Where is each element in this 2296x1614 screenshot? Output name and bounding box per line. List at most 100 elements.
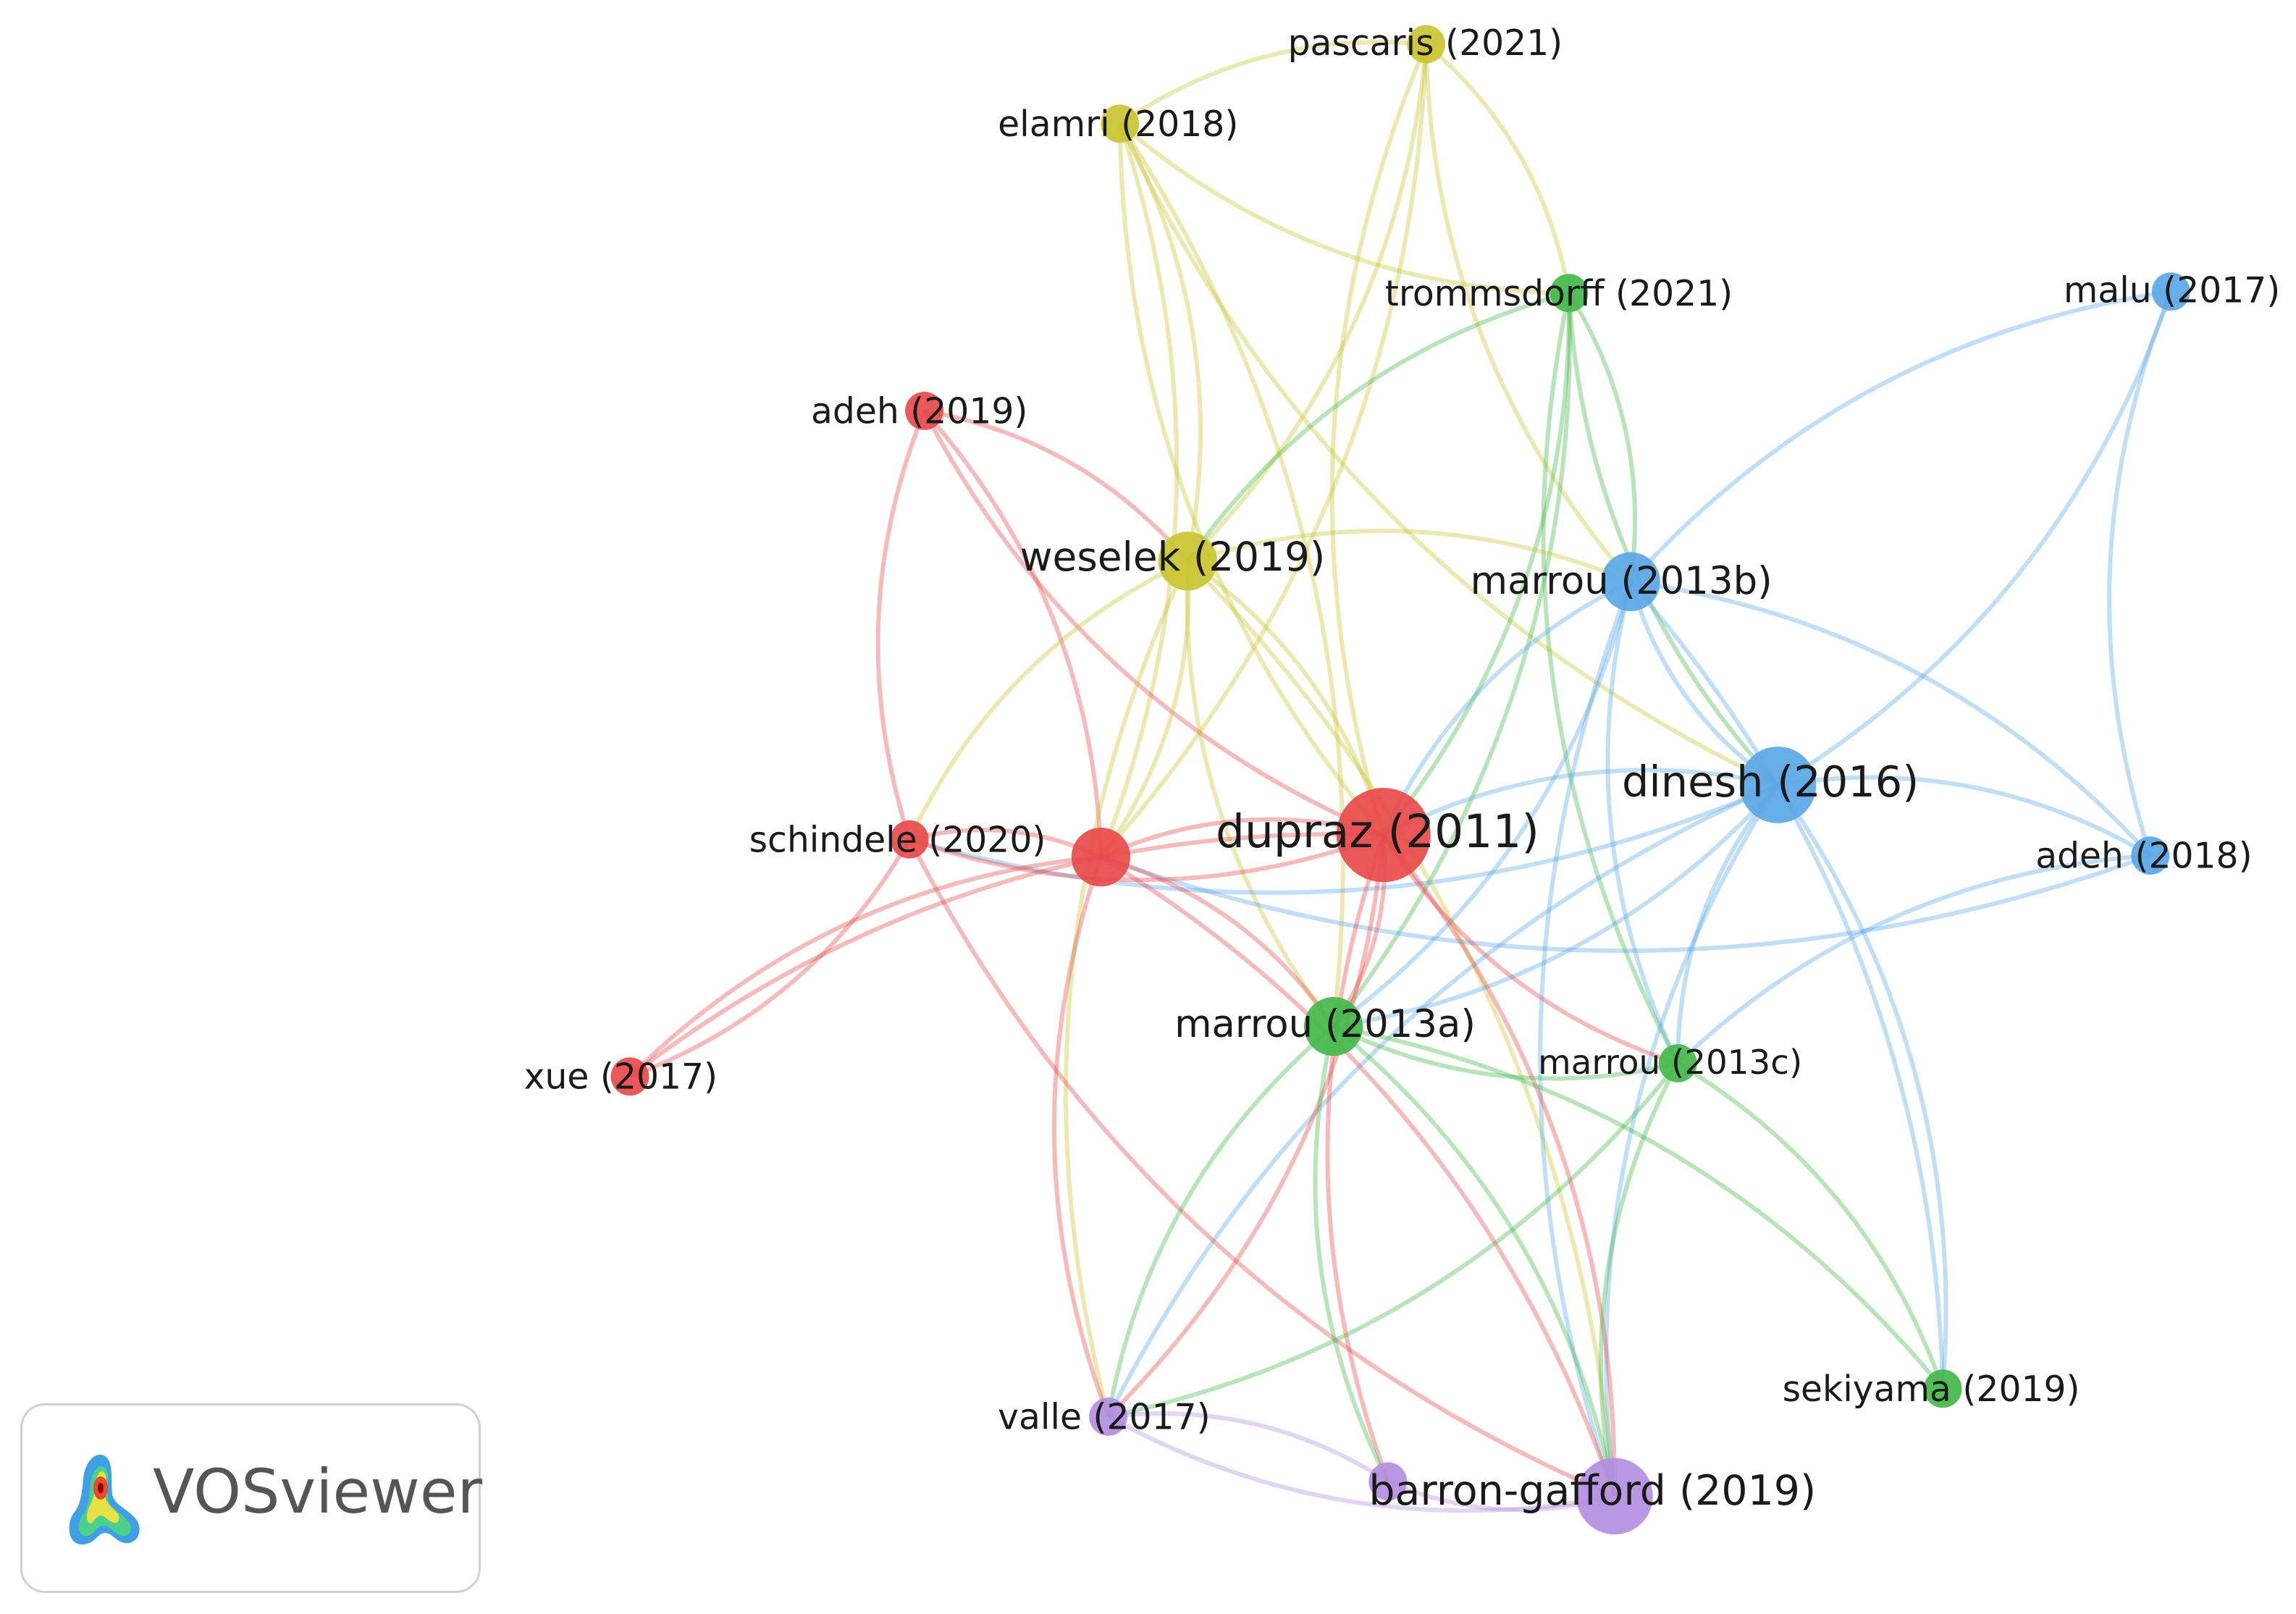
link-pascaris2021-unlabeled_red xyxy=(1099,43,1429,859)
link-schindele2020-barrongafford2019 xyxy=(907,838,1616,1499)
node-adeh2018[interactable] xyxy=(2131,836,2170,875)
link-marrou2013a-sekiyama2019 xyxy=(1333,1024,1945,1390)
link-marrou2013c-barrongafford2019 xyxy=(1598,1062,1680,1497)
node-label-marrou2013a: marrou (2013a) xyxy=(1174,1002,1476,1046)
link-trommsdorff2021-marrou2013b xyxy=(1567,292,1638,582)
link-marrou2013b-marrou2013a xyxy=(1332,581,1633,1028)
link-dinesh2016-dupraz2011 xyxy=(1382,768,1779,837)
link-marrou2013b-adeh2018 xyxy=(1630,579,2152,857)
node-label-barrongafford2019: barron-gafford (2019) xyxy=(1368,1467,1816,1515)
link-marrou2013a-unlabeled_purple xyxy=(1313,1025,1390,1483)
node-label-adeh2018: adeh (2018) xyxy=(2035,836,2252,877)
vosviewer-heatmap-logo-icon xyxy=(69,1454,140,1544)
link-marrou2013c-valle2017 xyxy=(1107,1062,1680,1419)
link-malu2017-dinesh2016 xyxy=(1776,290,2174,787)
link-adeh2018-marrou2013c xyxy=(1676,853,2150,1065)
node-sekiyama2019[interactable] xyxy=(1923,1369,1962,1408)
node-marrou2013a[interactable] xyxy=(1303,996,1363,1056)
link-pascaris2021-elamri2018 xyxy=(1119,40,1426,126)
link-pascaris2021-weselek2019 xyxy=(1186,43,1429,563)
node-trommsdorff2021[interactable] xyxy=(1549,274,1589,313)
link-dupraz2011-marrou2013c xyxy=(1382,833,1679,1066)
link-dinesh2016-sekiyama2019 xyxy=(1776,783,1948,1390)
vosviewer-brand-box: VOSviewer xyxy=(20,1403,482,1593)
link-marrou2013b-barrongafford2019 xyxy=(1538,581,1633,1497)
node-label-schindele2020: schindele (2020) xyxy=(749,819,1046,860)
node-dupraz2011[interactable] xyxy=(1336,788,1431,883)
link-elamri2018-unlabeled_red xyxy=(1098,122,1179,858)
node-label-dinesh2016: dinesh (2016) xyxy=(1622,757,1919,807)
node-weselek2019[interactable] xyxy=(1158,531,1218,591)
link-elamri2018-trommsdorff2021 xyxy=(1118,122,1569,295)
labels-layer: pascaris (2021) elamri (2018) trommsdorff … xyxy=(524,22,2281,1515)
link-pascaris2021-marrou2013b xyxy=(1424,43,1633,584)
link-adeh2019-dupraz2011 xyxy=(922,410,1384,837)
node-adeh2019[interactable] xyxy=(905,391,943,430)
node-label-marrou2013b: marrou (2013b) xyxy=(1471,559,1773,603)
link-dinesh2016-schindele2020 xyxy=(909,783,1779,895)
link-marrou2013a-valle2017 xyxy=(1106,1025,1335,1418)
link-dinesh2016-adeh2018 xyxy=(1778,775,2152,858)
link-schindele2020-dupraz2011 xyxy=(909,833,1384,883)
node-elamri2018[interactable] xyxy=(1101,104,1140,143)
link-adeh2019-schindele2020 xyxy=(875,410,927,841)
link-dupraz2011-valle2017 xyxy=(1106,834,1386,1418)
links-layer xyxy=(628,40,2174,1513)
link-weselek2019-schindele2020 xyxy=(907,559,1189,841)
link-unlabeled_red-barrongafford2019 xyxy=(1099,855,1617,1497)
node-label-elamri2018: elamri (2018) xyxy=(998,104,1238,145)
node-marrou2013b[interactable] xyxy=(1601,552,1660,611)
node-label-valle2017: valle (2017) xyxy=(998,1397,1211,1438)
node-label-xue2017: xue (2017) xyxy=(524,1056,718,1098)
node-label-marrou2013c: marrou (2013c) xyxy=(1538,1043,1802,1083)
link-unlabeled_red-valle2017 xyxy=(1051,856,1111,1418)
node-marrou2013c[interactable] xyxy=(1658,1043,1697,1083)
link-marrou2013b-marrou2013c xyxy=(1605,581,1680,1064)
link-adeh2019-unlabeled_red xyxy=(922,409,1103,857)
nodes-layer xyxy=(610,25,2190,1535)
link-adeh2019-weselek2019 xyxy=(924,408,1190,563)
link-dinesh2016-marrou2013c xyxy=(1675,783,1780,1064)
link-weselek2019-dupraz2011 xyxy=(1186,559,1386,836)
link-dinesh2016-barrongafford2019 xyxy=(1604,783,1780,1497)
node-schindele2020[interactable] xyxy=(890,820,929,859)
link-pascaris2021-trommsdorff2021 xyxy=(1424,42,1571,294)
link-weselek2019-barrongafford2019 xyxy=(1186,559,1617,1497)
link-dinesh2016-marrou2013a xyxy=(1333,783,1780,1029)
node-unlabeled_red[interactable] xyxy=(1071,827,1131,887)
link-valle2017-barrongafford2019 xyxy=(1107,1414,1615,1513)
link-trommsdorff2021-marrou2013a xyxy=(1332,293,1572,1028)
link-weselek2019-marrou2013a xyxy=(1185,560,1336,1028)
node-label-malu2017: malu (2017) xyxy=(2064,270,2281,311)
node-label-pascaris2021: pascaris (2021) xyxy=(1288,22,1563,64)
node-xue2017[interactable] xyxy=(610,1057,649,1096)
link-dupraz2011-barrongafford2019 xyxy=(1382,833,1617,1497)
link-marrou2013a-marrou2013c xyxy=(1332,1024,1678,1081)
link-marrou2013a-barrongafford2019 xyxy=(1332,1025,1617,1497)
link-marrou2013c-sekiyama2019 xyxy=(1676,1061,1945,1390)
node-pascaris2021[interactable] xyxy=(1407,25,1446,64)
link-trommsdorff2021-weselek2019 xyxy=(1185,290,1570,563)
link-marrou2013b-sekiyama2019 xyxy=(1628,580,1946,1389)
link-dupraz2011-xue2017 xyxy=(628,832,1384,1079)
node-barrongafford2019[interactable] xyxy=(1576,1458,1653,1535)
node-dinesh2016[interactable] xyxy=(1739,747,1817,823)
node-unlabeled_purple[interactable] xyxy=(1368,1462,1408,1501)
node-malu2017[interactable] xyxy=(2151,272,2190,311)
link-malu2017-marrou2013b xyxy=(1628,289,2171,584)
link-elamri2018-marrou2013a xyxy=(1118,122,1345,1027)
link-marrou2013b-dupraz2011 xyxy=(1382,579,1632,836)
link-elamri2018-dinesh2016 xyxy=(1118,122,1779,787)
node-valle2017[interactable] xyxy=(1089,1397,1128,1436)
link-weselek2019-unlabeled_red xyxy=(1099,560,1191,859)
link-elamri2018-dupraz2011 xyxy=(1117,123,1386,837)
node-label-sekiyama2019: sekiyama (2019) xyxy=(1783,1369,2080,1410)
link-malu2017-adeh2018 xyxy=(2107,290,2174,857)
node-label-dupraz2011: dupraz (2011) xyxy=(1216,805,1539,858)
link-pascaris2021-dupraz2011 xyxy=(1329,43,1429,836)
node-label-weselek2019: weselek (2019) xyxy=(1020,534,1326,580)
link-weselek2019-marrou2013b xyxy=(1187,529,1632,584)
link-dupraz2011-unlabeled_purple xyxy=(1325,834,1390,1482)
link-schindele2020-xue2017 xyxy=(628,838,912,1079)
